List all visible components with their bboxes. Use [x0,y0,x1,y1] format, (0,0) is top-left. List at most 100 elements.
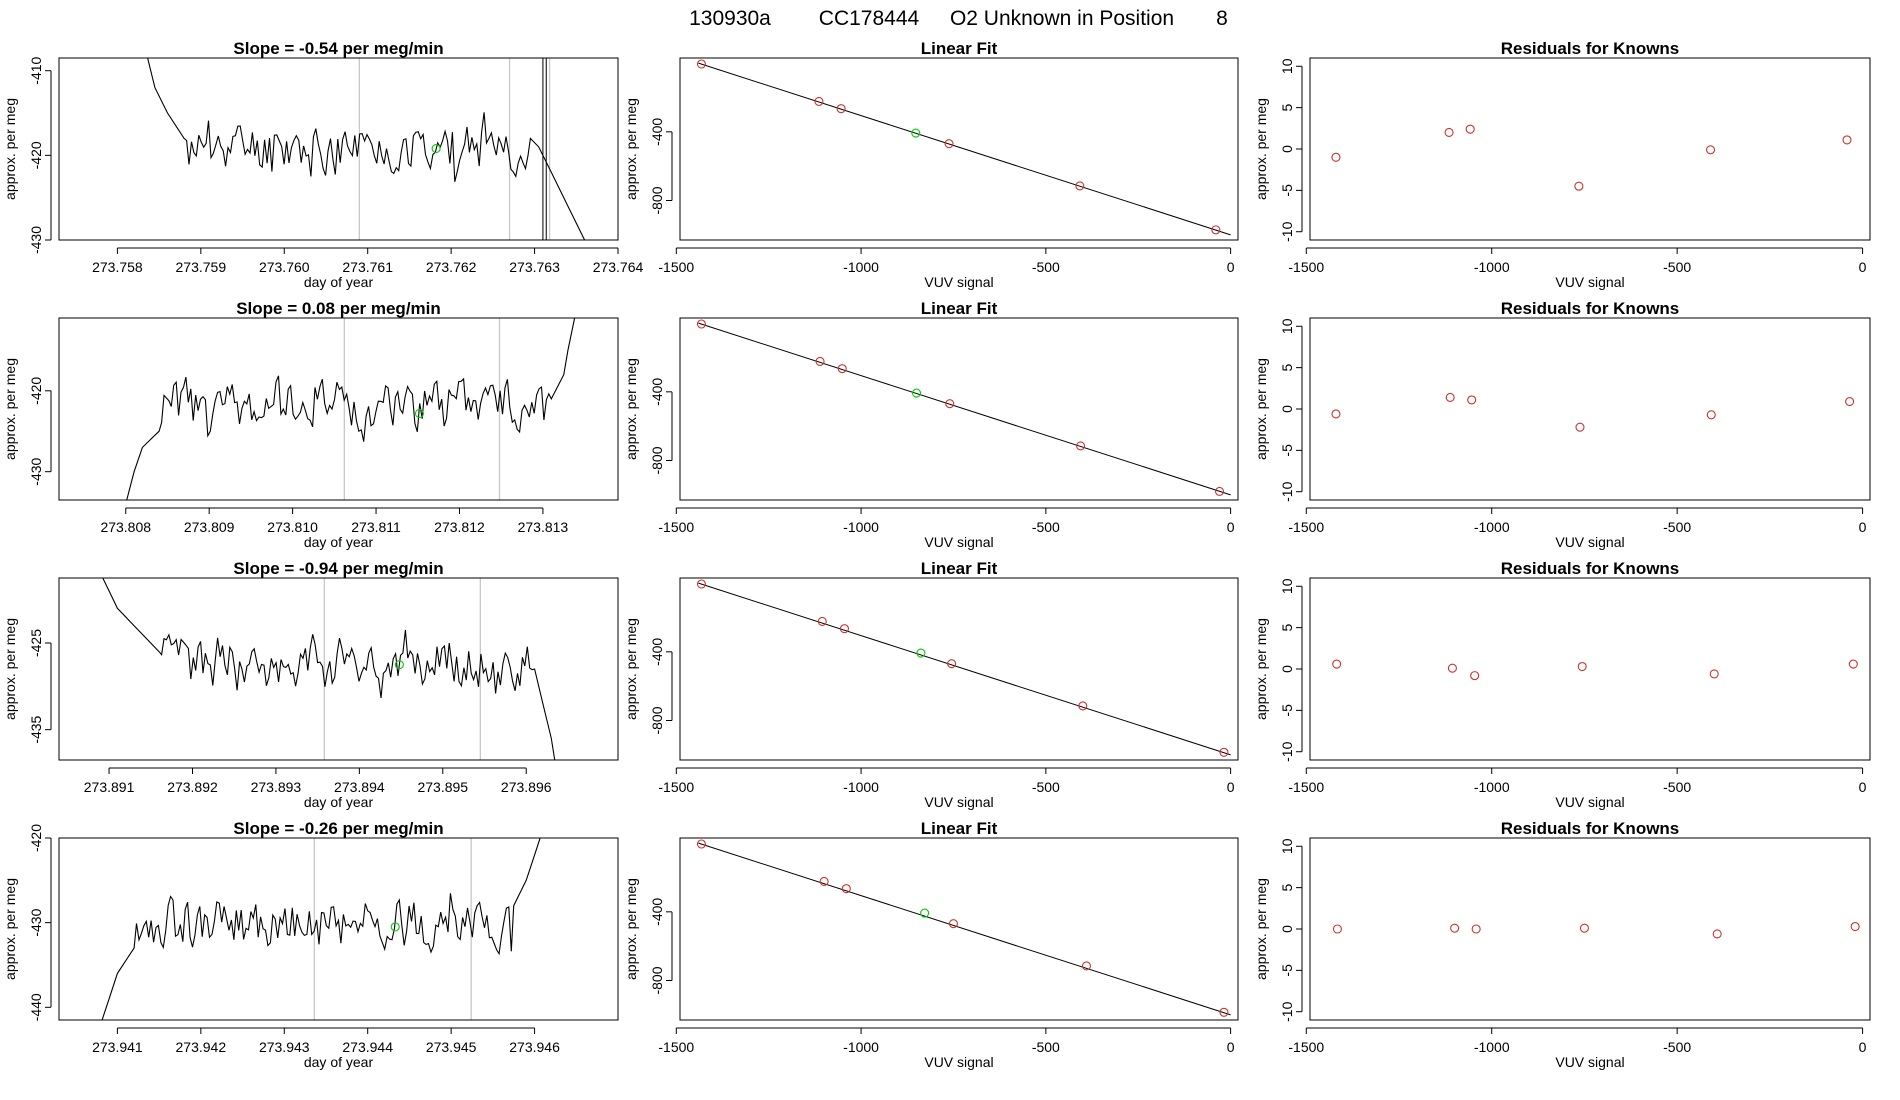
y-tick-label: -420 [28,141,44,169]
x-tick-label: 273.945 [426,1039,477,1055]
y-tick-label: -10 [1279,221,1295,241]
known-point [837,364,847,374]
panels: Slope = -0.54 per meg/min 273.758 273.759 2… [2,39,1871,1070]
known-point [696,839,706,849]
known-point [947,659,957,669]
unknown-point [916,648,926,658]
known-point [1467,395,1477,405]
y-tick-label: -400 [649,898,665,926]
known-point [1219,1007,1229,1017]
x-axis-label: day of year [304,1054,374,1070]
x-tick-label: -1000 [843,519,879,535]
x-tick-label: 273.759 [176,259,227,275]
known-point [1712,929,1722,939]
y-tick-label: 0 [1279,665,1295,673]
y-tick-label: -400 [649,638,665,666]
plot-frame [58,317,619,501]
unknown-point [920,908,930,918]
known-point [696,59,706,69]
y-tick-label: -10 [1279,481,1295,501]
known-point [1575,422,1585,432]
y-tick-label: -5 [1279,444,1295,457]
x-tick-label: -500 [1663,779,1691,795]
x-axis-label: VUV signal [924,534,993,550]
y-axis-label: approx. per meg [2,98,18,200]
x-tick-label: 0 [1227,519,1235,535]
known-point [1579,923,1589,933]
known-point [1848,659,1858,669]
slope-title: Slope = -0.54 per meg/min [233,39,443,58]
known-point [948,919,959,929]
unknown-mean-marker [431,144,441,154]
plot-area [696,839,1231,1017]
y-tick-label: -10 [1279,741,1295,761]
y-tick-label: 5 [1279,624,1295,632]
plot-frame [679,837,1239,1021]
known-point [1845,397,1855,407]
panel-r4-c3: Residuals for Knowns -1500 -1000 -500 0 VUV s… [1253,819,1871,1070]
fit-line [698,842,1231,1016]
x-axis-label: VUV signal [924,274,993,290]
y-tick-label: -5 [1279,704,1295,717]
x-tick-label: -1500 [658,779,694,795]
x-tick-label: -1000 [1474,259,1510,275]
x-tick-label: -500 [1032,779,1060,795]
x-tick-label: -1500 [1288,519,1324,535]
x-axis-label: VUV signal [1555,1054,1624,1070]
x-axis-label: VUV signal [1555,534,1624,550]
known-point [1470,671,1480,681]
x-tick-label: -1500 [1288,259,1324,275]
x-tick-label: 273.946 [509,1039,560,1055]
x-tick-label: 273.893 [251,779,302,795]
residuals-title: Residuals for Knowns [1501,299,1680,318]
unknown-mean-marker [414,408,424,418]
signal-trace [101,838,541,1020]
x-axis-label: VUV signal [924,794,993,810]
known-point [1331,409,1341,419]
y-axis-label: approx. per meg [2,618,18,720]
y-axis-label: approx. per meg [1253,878,1269,980]
x-tick-label: 273.896 [501,779,552,795]
y-tick-label: 0 [1279,145,1295,153]
known-point [1445,392,1455,402]
y-tick-label: 5 [1279,884,1295,892]
tank-id: CC178444 [819,7,920,30]
x-tick-label: 273.943 [259,1039,310,1055]
known-point [1214,486,1225,496]
x-tick-label: 273.942 [176,1039,227,1055]
known-point [1219,747,1229,757]
x-tick-label: -1000 [1474,519,1510,535]
plot-area [1331,124,1852,191]
known-point [1842,135,1852,145]
signal-trace [102,578,556,760]
y-tick-label: 10 [1279,578,1295,594]
x-tick-label: 0 [1227,779,1235,795]
plot-frame [1309,57,1871,241]
y-axis-label: approx. per meg [2,358,18,460]
x-tick-label: 273.762 [426,259,477,275]
y-axis-label: approx. per meg [2,878,18,980]
linear-fit-title: Linear Fit [921,819,998,838]
known-point [819,876,829,886]
x-axis-label: VUV signal [924,1054,993,1070]
y-tick-label: -440 [28,993,44,1021]
x-tick-label: 273.892 [167,779,218,795]
signal-trace [126,318,576,500]
residuals-title: Residuals for Knowns [1501,39,1680,58]
plot-frame [679,317,1239,501]
x-tick-label: 273.808 [100,519,151,535]
known-point [1444,127,1454,138]
y-tick-label: 5 [1279,364,1295,372]
x-tick-label: -500 [1663,259,1691,275]
y-axis-label: approx. per meg [1253,618,1269,720]
known-point [839,624,849,634]
known-point [1076,441,1086,451]
plot-area [696,319,1231,496]
plot-area [696,59,1231,236]
y-tick-label: -5 [1279,964,1295,977]
y-tick-label: 10 [1279,58,1295,74]
y-tick-label: 0 [1279,405,1295,413]
y-tick-label: -420 [28,824,44,852]
x-tick-label: -1000 [843,1039,879,1055]
